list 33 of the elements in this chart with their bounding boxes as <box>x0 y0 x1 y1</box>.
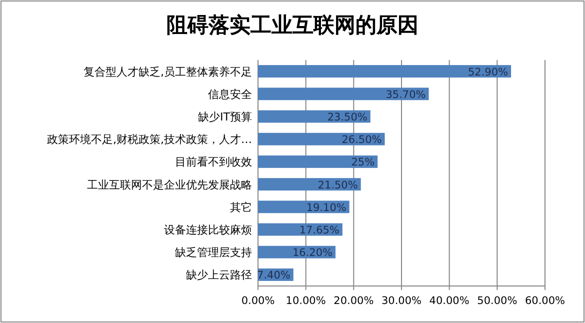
y-tick-label: 目前看不到收效 <box>175 156 252 169</box>
x-tick-label: 30.00% <box>381 295 422 307</box>
y-tick-label: 其它 <box>230 200 252 214</box>
x-tick-label: 60.00% <box>524 295 566 307</box>
y-tick-label: 政策环境不足,财税政策,技术政策，人才… <box>47 133 252 146</box>
y-tick-label: 缺乏管理层支持 <box>175 246 252 260</box>
y-tick-label: 设备连接比较麻烦 <box>164 224 252 236</box>
y-tick-label: 缺少上云路径 <box>186 268 252 282</box>
data-label: 35.70% <box>386 88 426 101</box>
x-tick-label: 20.00% <box>334 295 374 307</box>
data-label: 52.90% <box>468 66 508 78</box>
data-label: 7.40% <box>257 270 290 282</box>
y-tick-label: 工业互联网不是企业优先发展战略 <box>87 178 252 192</box>
data-label: 26.50% <box>342 134 382 146</box>
data-label: 19.10% <box>306 202 346 214</box>
y-tick-label: 缺少IT预算 <box>198 110 252 124</box>
bar <box>258 88 429 100</box>
x-tick-label: 0.00% <box>241 295 275 307</box>
bar <box>258 132 385 146</box>
y-tick-label: 复合型人才缺乏,员工整体素养不足 <box>84 65 252 78</box>
x-tick-label: 10.00% <box>286 295 326 307</box>
bar <box>258 178 361 191</box>
data-label: 16.20% <box>292 247 332 260</box>
x-tick-label: 50.00% <box>477 295 518 307</box>
bar <box>258 155 378 168</box>
x-tick-label: 40.00% <box>429 295 470 307</box>
data-label: 25% <box>351 156 375 169</box>
bar <box>258 65 512 78</box>
y-tick-label: 信息安全 <box>208 88 252 101</box>
data-label: 23.50% <box>327 112 368 124</box>
chart-title: 阻碍落实工业互联网的原因 <box>166 12 418 37</box>
data-label: 21.50% <box>318 179 358 192</box>
data-label: 17.65% <box>299 224 340 236</box>
